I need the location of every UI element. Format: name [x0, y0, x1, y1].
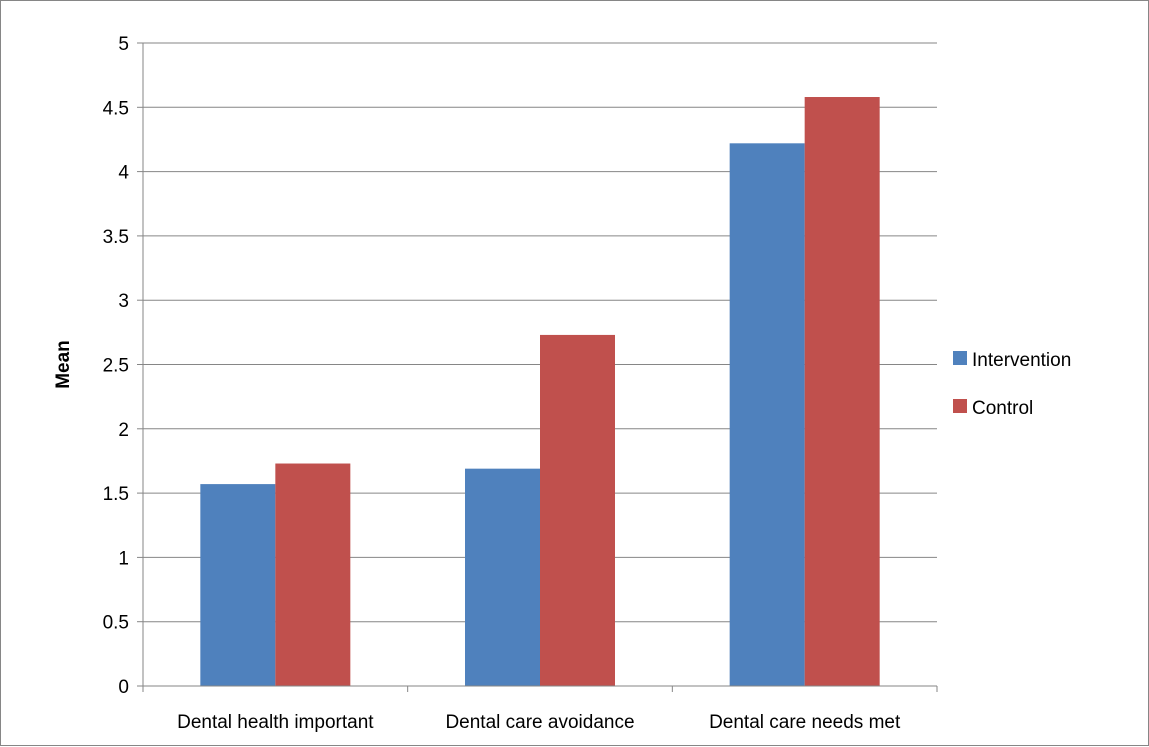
legend-swatch-control [953, 399, 967, 413]
legend-label-intervention: Intervention [972, 350, 1071, 371]
y-tick-label: 3 [118, 291, 129, 312]
y-tick-label: 3.5 [103, 227, 129, 248]
bar-intervention-3 [729, 143, 805, 687]
bar-intervention-1 [200, 484, 276, 686]
legend: Intervention Control [953, 350, 1071, 419]
legend-swatch-intervention [953, 351, 967, 365]
bar-control-3 [804, 97, 880, 686]
y-tick-label: 1.5 [103, 484, 129, 505]
legend-label-control: Control [972, 398, 1033, 419]
bar-control-1 [275, 463, 351, 686]
x-category-label: Dental care avoidance [445, 712, 634, 733]
x-category-labels: Dental health important Dental care avoid… [177, 712, 901, 733]
y-tick-label: 0.5 [103, 613, 129, 634]
x-category-label: Dental health important [177, 712, 374, 733]
bar-intervention-2 [465, 468, 540, 686]
x-category-label: Dental care needs met [709, 712, 901, 733]
y-tick-label: 2 [118, 420, 129, 441]
bar-control-2 [540, 334, 615, 686]
y-tick-label: 0 [118, 677, 129, 698]
y-tick-label: 1 [118, 548, 129, 569]
y-tick-label: 2.5 [103, 356, 129, 377]
y-tick-label: 5 [118, 34, 129, 55]
y-tick-labels: 0 0.5 1 1.5 2 2.5 3 3.5 4 4.5 5 [103, 34, 130, 698]
y-tick-label: 4.5 [103, 98, 129, 119]
bars [200, 97, 880, 687]
y-tick-label: 4 [118, 163, 129, 184]
y-axis-title: Mean [53, 340, 74, 389]
axes [142, 43, 938, 692]
